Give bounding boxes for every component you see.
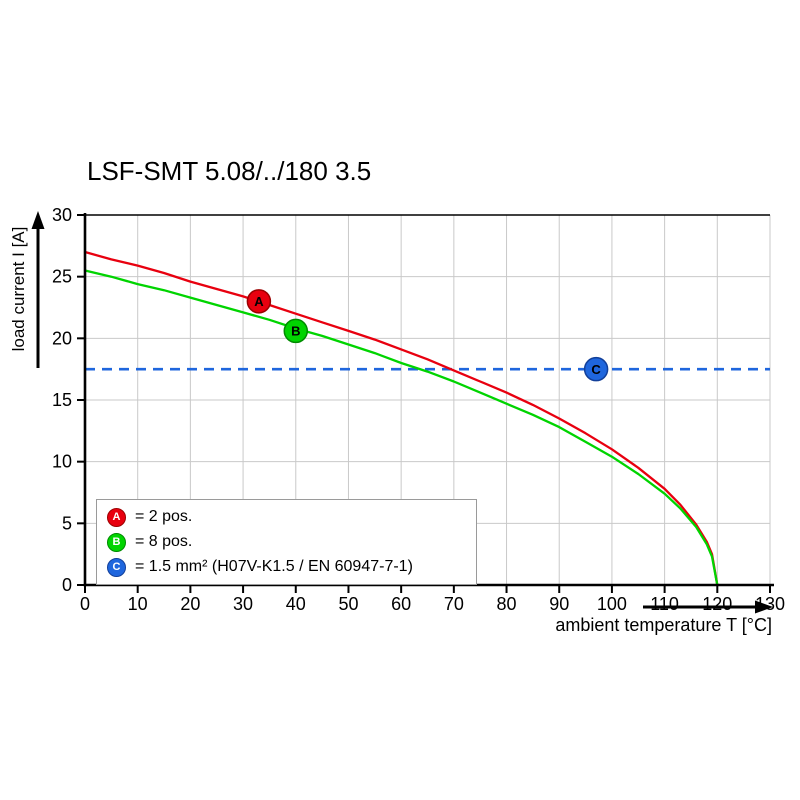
y-tick-label: 15	[52, 390, 72, 410]
x-tick-label: 30	[233, 594, 253, 614]
legend-label-A: = 2 pos.	[135, 508, 193, 525]
x-tick-label: 80	[497, 594, 517, 614]
x-tick-label: 50	[338, 594, 358, 614]
x-tick-label: 110	[650, 594, 679, 614]
series-B-curve	[83, 269, 719, 587]
x-tick-label: 90	[549, 594, 569, 614]
y-axis-arrowhead-icon	[31, 211, 45, 229]
marker-C	[583, 356, 609, 382]
x-tick-label: 20	[180, 594, 200, 614]
legend-badge-C: C	[107, 557, 126, 577]
x-axis-label: ambient temperature T [°C]	[555, 615, 772, 635]
y-tick-label: 20	[52, 328, 72, 348]
legend-label-B: = 8 pos.	[135, 533, 193, 550]
chart-title: LSF-SMT 5.08/../180 3.5	[87, 156, 372, 186]
x-tick-label: 120	[702, 594, 732, 614]
legend-label-C: = 1.5 mm² (H07V-K1.5 / EN 60947-7-1)	[135, 558, 413, 575]
x-tick-label: 60	[391, 594, 411, 614]
marker-B	[283, 318, 309, 344]
x-tick-label: 0	[80, 594, 90, 614]
legend-badge-B: B	[107, 532, 126, 552]
x-tick-label: 100	[597, 594, 627, 614]
marker-C-label: C	[591, 362, 601, 377]
legend: A = 2 pos. B = 8 pos. C = 1.5 mm² (H07V-K1.5 …	[96, 499, 477, 585]
x-tick-label: 70	[444, 594, 464, 614]
series-A-curve	[83, 250, 719, 587]
legend-badge-A: A	[107, 507, 126, 527]
y-tick-label: 10	[52, 452, 72, 472]
legend-item-B: B = 8 pos.	[107, 532, 466, 552]
y-tick-label: 0	[62, 575, 72, 595]
legend-item-A: A = 2 pos.	[107, 507, 466, 527]
marker-B-label: B	[291, 324, 300, 339]
y-tick-label: 25	[52, 267, 72, 287]
y-tick-label: 5	[62, 513, 72, 533]
legend-item-C: C = 1.5 mm² (H07V-K1.5 / EN 60947-7-1)	[107, 557, 466, 577]
y-tick-label: 30	[52, 205, 72, 225]
marker-A-label: A	[254, 294, 264, 309]
marker-A	[246, 289, 272, 314]
x-tick-label: 40	[286, 594, 306, 614]
x-axis-arrowhead-icon	[755, 600, 773, 614]
x-tick-label: 10	[128, 594, 148, 614]
